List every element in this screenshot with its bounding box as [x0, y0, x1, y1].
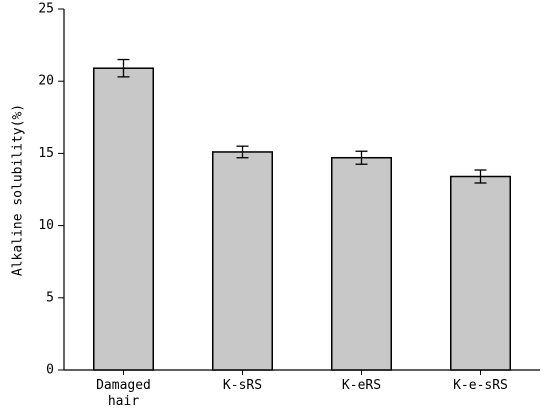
error-bar	[117, 58, 130, 78]
error-bar	[355, 150, 368, 165]
x-tick-label: K-eRS	[341, 378, 382, 393]
bar	[331, 156, 392, 371]
x-tick-label: K-sRS	[222, 378, 263, 393]
bar	[450, 175, 511, 371]
error-bar	[474, 169, 487, 184]
error-bar	[236, 145, 249, 159]
y-tick-label: 5	[46, 290, 54, 305]
bar	[212, 151, 273, 371]
x-tick-label: K-e-sRS	[453, 378, 508, 393]
y-tick-label: 10	[38, 218, 54, 233]
y-tick-label: 20	[38, 74, 54, 89]
y-tick-label: 0	[46, 363, 54, 378]
y-tick-label: 25	[38, 2, 54, 17]
y-axis-label: Alkaline solubility(%)	[11, 104, 26, 276]
y-tick-label: 15	[38, 146, 54, 161]
x-tick-label: Damaged hair	[96, 378, 151, 409]
bar	[93, 67, 154, 371]
